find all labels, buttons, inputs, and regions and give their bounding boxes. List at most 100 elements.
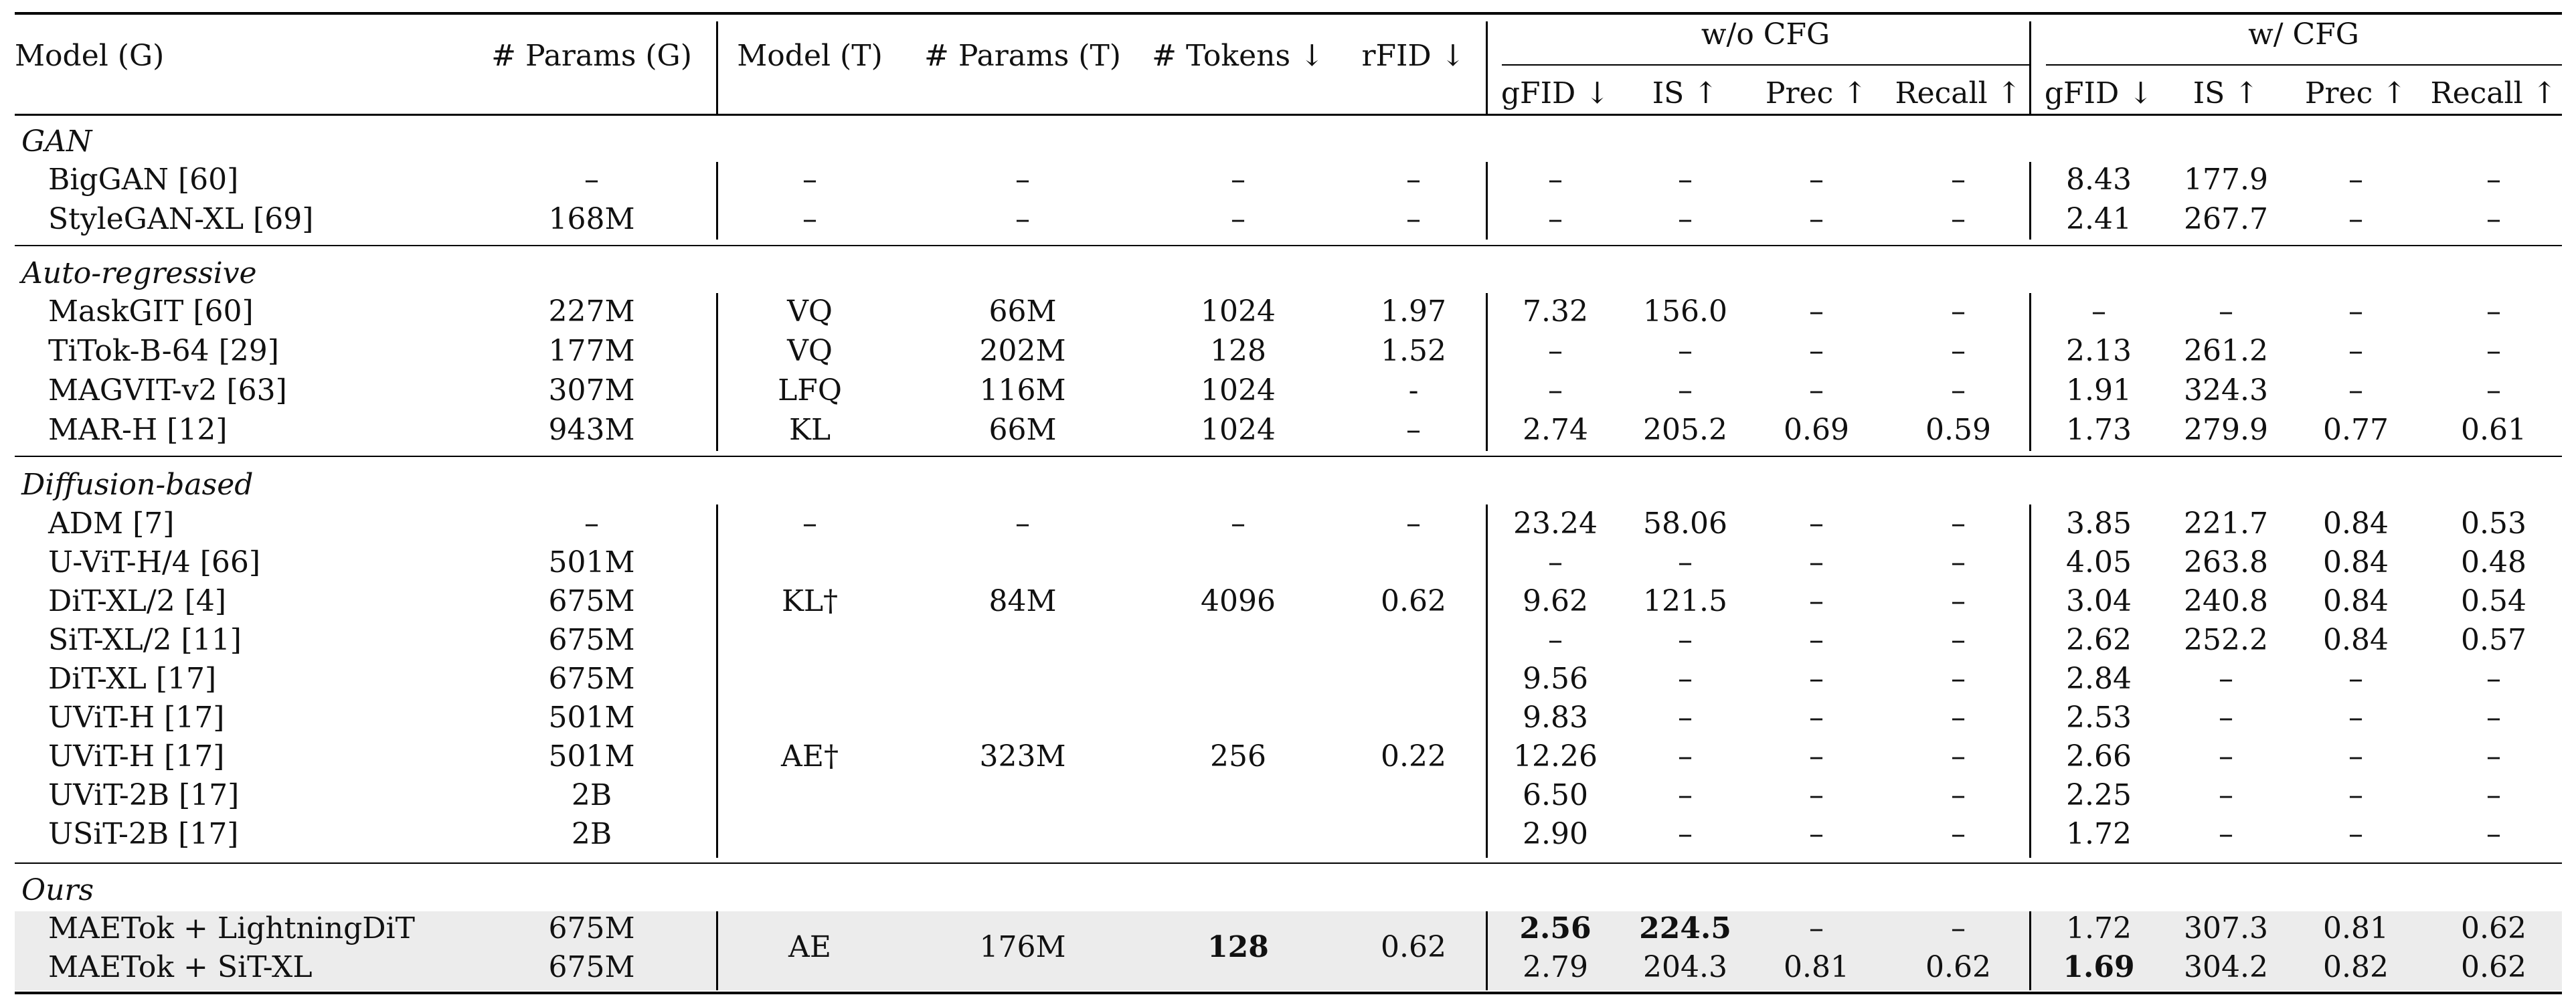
vrule-1-ours	[716, 911, 718, 990]
row-diff-8-params: 2B	[571, 817, 612, 851]
header-model-t: Model (T)	[737, 39, 883, 73]
row-ar-3-tok: KL	[788, 413, 831, 447]
row-gan-1-w-prec: –	[2348, 202, 2363, 236]
merged-ours-tok: AE	[788, 930, 831, 964]
row-ar-1-wo-recall: –	[1951, 334, 1966, 368]
row-ar-3-wo-recall: 0.59	[1925, 413, 1991, 447]
row-diff-1-wo-gfid: –	[1548, 545, 1563, 579]
row-diff-4-w-prec: –	[2348, 662, 2363, 696]
row-ours-0-w-gfid: 1.72	[2066, 911, 2132, 945]
row-ar-0-ntok: 1024	[1201, 294, 1276, 329]
row-ar-0-tparams: 66M	[989, 294, 1057, 329]
row-gan-0-tparams: –	[1015, 163, 1030, 197]
row-diff-1-w-prec: 0.84	[2323, 545, 2389, 579]
row-ar-0-w-prec: –	[2348, 294, 2363, 329]
row-ours-0-w-recall: 0.62	[2461, 911, 2526, 945]
row-ar-2-wo-gfid: –	[1548, 373, 1563, 407]
row-gan-0-w-recall: –	[2486, 163, 2501, 197]
row-diff-4-wo-prec: –	[1809, 662, 1824, 696]
row-diff-8-w-prec: –	[2348, 817, 2363, 851]
header-wo-gfid: gFID ↓	[1500, 76, 1610, 110]
row-ar-1-wo-is: –	[1678, 334, 1693, 368]
row-diff-5-w-recall: –	[2486, 701, 2501, 735]
row-diff-2-params: 675M	[548, 584, 635, 618]
row-diff-2-wo-prec: –	[1809, 584, 1824, 618]
row-gan-1-ntok: –	[1231, 202, 1246, 236]
merged-diff-0-tparams: 84M	[989, 584, 1057, 618]
merged-diff-1-rfid: 0.22	[1381, 739, 1446, 773]
row-diff-3-model: SiT-XL/2 [11]	[48, 623, 242, 657]
row-diff-0-w-is: 221.7	[2184, 507, 2268, 541]
section-title-ours: Ours	[21, 873, 94, 907]
row-gan-1-tok: –	[802, 202, 817, 236]
row-diff-0-params: –	[584, 507, 599, 541]
row-diff-3-w-gfid: 2.62	[2066, 623, 2132, 657]
row-ar-1-w-is: 261.2	[2184, 334, 2268, 368]
row-diff-7-wo-is: –	[1678, 778, 1693, 812]
section-title-diffusion: Diffusion-based	[21, 468, 254, 502]
row-diff-6-w-prec: –	[2348, 739, 2363, 773]
row-diff-0-model: ADM [7]	[48, 507, 175, 541]
row-diff-3-w-is: 252.2	[2184, 623, 2268, 657]
vrule-1-ar	[716, 293, 718, 451]
header-group-w-cfg: w/ CFG	[2248, 17, 2359, 52]
row-ar-0-w-is: –	[2219, 294, 2233, 329]
merged-ours-ntok: 128	[1207, 930, 1269, 964]
row-diff-2-w-recall: 0.54	[2461, 584, 2526, 618]
row-ar-0-params: 227M	[548, 294, 635, 329]
row-ours-1-w-gfid: 1.69	[2063, 950, 2135, 984]
row-diff-6-params: 501M	[548, 739, 635, 773]
row-gan-1-w-gfid: 2.41	[2066, 202, 2132, 236]
row-diff-7-wo-recall: –	[1951, 778, 1966, 812]
row-gan-0-rfid: –	[1406, 163, 1421, 197]
row-diff-2-wo-gfid: 9.62	[1523, 584, 1588, 618]
row-diff-8-w-recall: –	[2486, 817, 2501, 851]
row-gan-1-w-recall: –	[2486, 202, 2501, 236]
row-diff-3-wo-prec: –	[1809, 623, 1824, 657]
row-diff-2-w-gfid: 3.04	[2066, 584, 2132, 618]
row-ar-2-tparams: 116M	[979, 373, 1066, 407]
row-ar-2-model: MAGVIT-v2 [63]	[48, 373, 287, 407]
row-diff-1-params: 501M	[548, 545, 635, 579]
vrule-2-diff	[1486, 505, 1488, 858]
row-diff-3-wo-gfid: –	[1548, 623, 1563, 657]
row-diff-2-model: DiT-XL/2 [4]	[48, 584, 226, 618]
row-gan-1-w-is: 267.7	[2184, 202, 2268, 236]
row-gan-0-w-prec: –	[2348, 163, 2363, 197]
row-ours-0-w-is: 307.3	[2184, 911, 2268, 945]
row-ar-1-w-recall: –	[2486, 334, 2501, 368]
row-ar-3-wo-gfid: 2.74	[1523, 413, 1588, 447]
row-ar-3-w-is: 279.9	[2184, 413, 2268, 447]
row-diff-1-w-recall: 0.48	[2461, 545, 2526, 579]
row-ar-1-tok: VQ	[787, 334, 833, 368]
vrule-3-ours	[2029, 911, 2031, 990]
row-ar-3-w-gfid: 1.73	[2066, 413, 2132, 447]
vrule-3-gan	[2029, 162, 2031, 240]
row-diff-8-wo-is: –	[1678, 817, 1693, 851]
row-ar-3-model: MAR-H [12]	[48, 413, 228, 447]
row-ar-1-params: 177M	[548, 334, 635, 368]
section-title-auto-regressive: Auto-regressive	[21, 256, 257, 290]
row-ours-0-wo-is: 224.5	[1639, 911, 1731, 945]
row-diff-3-params: 675M	[548, 623, 635, 657]
row-ar-3-rfid: –	[1406, 413, 1421, 447]
header-w-prec: Prec ↑	[2304, 76, 2407, 110]
row-ar-2-w-gfid: 1.91	[2066, 373, 2132, 407]
row-diff-8-wo-gfid: 2.90	[1523, 817, 1588, 851]
row-ar-2-w-prec: –	[2348, 373, 2363, 407]
row-ar-1-w-gfid: 2.13	[2066, 334, 2132, 368]
bottom-rule	[15, 992, 2562, 994]
vrule-2-ar	[1486, 293, 1488, 451]
vrule-3-ar	[2029, 293, 2031, 451]
row-ar-2-w-recall: –	[2486, 373, 2501, 407]
row-ours-1-wo-gfid: 2.79	[1523, 950, 1588, 984]
row-ar-3-tparams: 66M	[989, 413, 1057, 447]
section-title-gan: GAN	[21, 124, 92, 159]
row-gan-0-w-is: 177.9	[2184, 163, 2268, 197]
row-diff-7-w-prec: –	[2348, 778, 2363, 812]
row-gan-1-model: StyleGAN-XL [69]	[48, 202, 314, 236]
row-diff-0-wo-is: 58.06	[1643, 507, 1727, 541]
vrule-2-gan	[1486, 162, 1488, 240]
row-diff-2-w-prec: 0.84	[2323, 584, 2389, 618]
row-diff-6-model: UViT-H [17]	[48, 739, 225, 773]
